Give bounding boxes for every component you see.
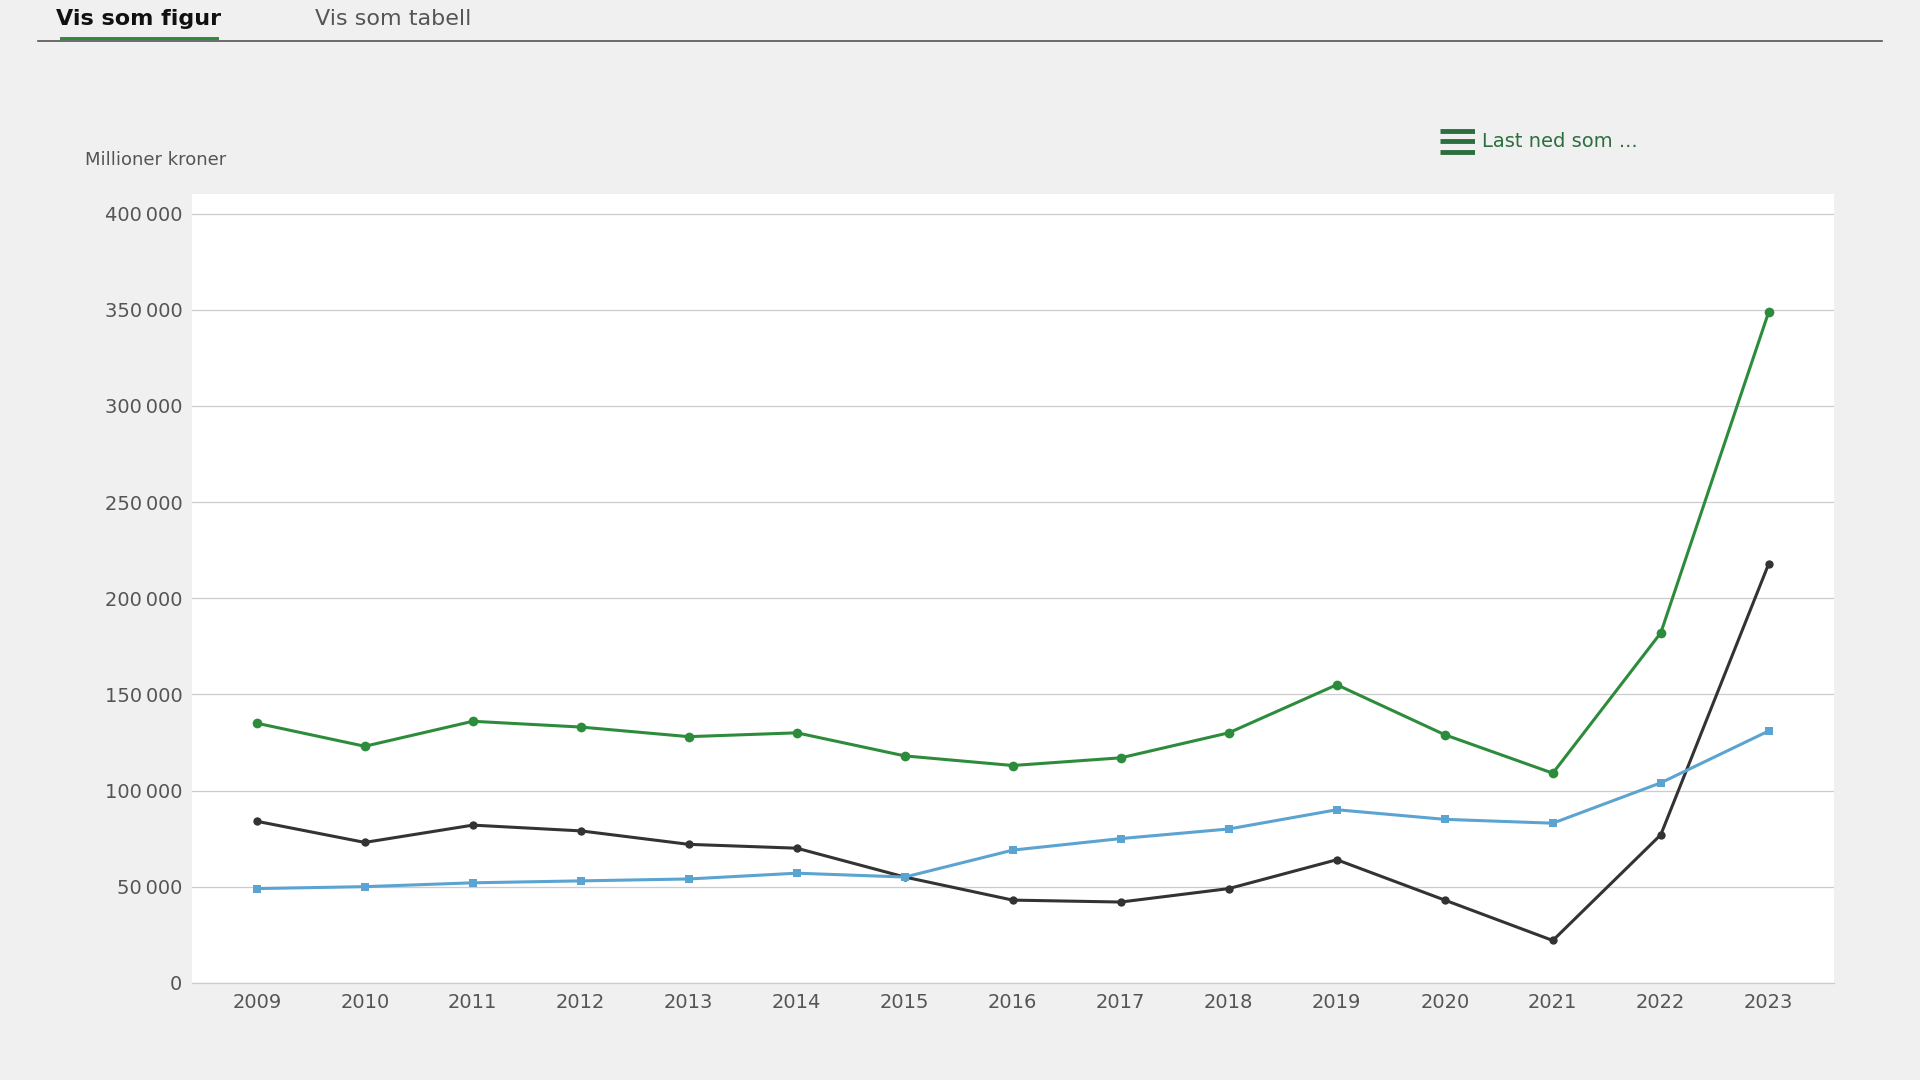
Point bbox=[52, 33, 75, 46]
Text: Vis som figur: Vis som figur bbox=[56, 10, 221, 29]
Text: Vis som tabell: Vis som tabell bbox=[315, 10, 472, 29]
Point bbox=[204, 33, 227, 46]
Text: Millioner kroner: Millioner kroner bbox=[84, 151, 227, 170]
Text: Last ned som ...: Last ned som ... bbox=[1482, 132, 1638, 151]
